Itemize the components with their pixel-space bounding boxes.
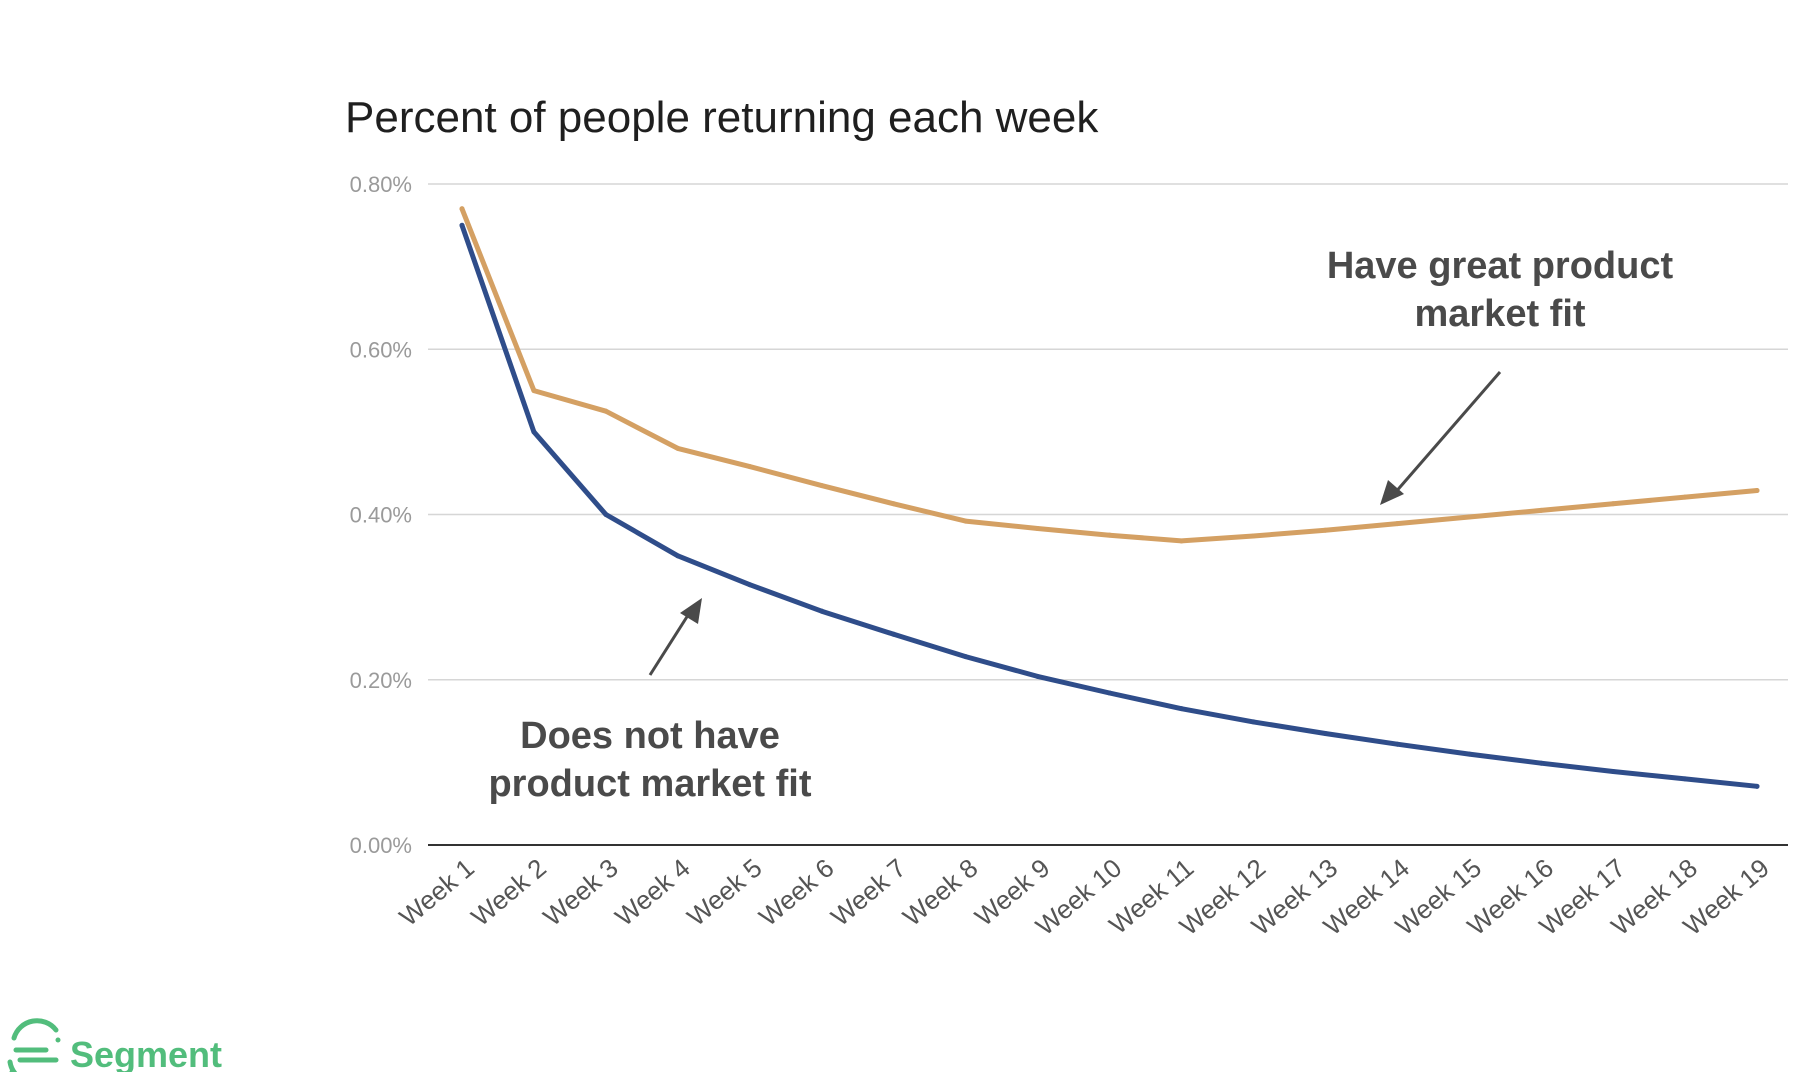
series [459,206,1760,789]
data-point [1754,783,1760,789]
y-tick-label: 0.40% [350,503,412,528]
annotations: Have great product market fit Does not h… [488,245,1673,805]
data-point [1394,741,1400,747]
annotation-no-fit-line-2: product market fit [488,763,811,805]
x-tick-label: Week 1 [393,853,479,932]
data-point [675,445,681,451]
data-point [891,501,897,507]
grid [428,183,1788,846]
x-tick-label: Week 8 [897,853,983,932]
data-point [819,608,825,614]
data-point [1035,673,1041,679]
x-tick-label: Week 5 [681,853,767,932]
data-point [1538,507,1544,513]
data-point [747,582,753,588]
data-point [747,464,753,470]
data-point [819,483,825,489]
data-point [1466,514,1472,520]
arrow-no-fit [648,598,702,676]
data-point [459,206,465,212]
brand-name: Segment [70,1034,222,1072]
annotation-great-fit-line-1: Have great product [1327,245,1674,287]
data-point [1107,690,1112,696]
y-tick-label: 0.60% [350,337,412,362]
data-point [1107,532,1112,538]
x-tick-label: Week 2 [465,853,551,932]
data-point [459,222,465,228]
data-point [1682,494,1688,500]
segment-logo-icon [7,1018,61,1077]
y-tick-label: 0.00% [350,833,412,858]
data-point [531,388,537,394]
y-tick-label: 0.20% [350,668,412,693]
data-point [963,654,969,660]
x-tick-label: Week 6 [753,853,839,932]
segment-logo: Segment [7,1018,222,1077]
data-point [1682,776,1688,782]
data-point [1538,760,1544,766]
x-tick-label: Week 4 [609,853,695,932]
data-point [1250,719,1256,725]
data-point [675,553,681,559]
data-point [603,512,609,517]
arrow-great-fit [1380,371,1502,505]
data-point [1322,730,1328,736]
y-tick-label: 0.80% [350,172,412,197]
data-point [531,429,537,435]
data-point [1322,527,1328,533]
chart-title: Percent of people returning each week [345,93,1099,142]
y-axis-ticks: 0.00% 0.20% 0.40% 0.60% 0.80% [350,172,412,858]
annotation-great-fit-line-2: market fit [1414,293,1585,335]
data-point [1754,488,1760,494]
data-point [891,631,897,637]
data-point [603,408,609,414]
data-point [1178,538,1184,544]
annotation-no-fit-line-1: Does not have [520,715,780,757]
data-point [963,518,969,524]
data-point [1250,533,1256,539]
data-point [1466,751,1472,757]
x-tick-label: Week 7 [825,853,911,932]
data-point [1394,521,1400,527]
data-point [1610,768,1616,774]
x-tick-label: Week 3 [537,853,623,932]
data-point [1610,501,1616,507]
data-point [1035,526,1041,532]
data-point [1178,706,1184,712]
